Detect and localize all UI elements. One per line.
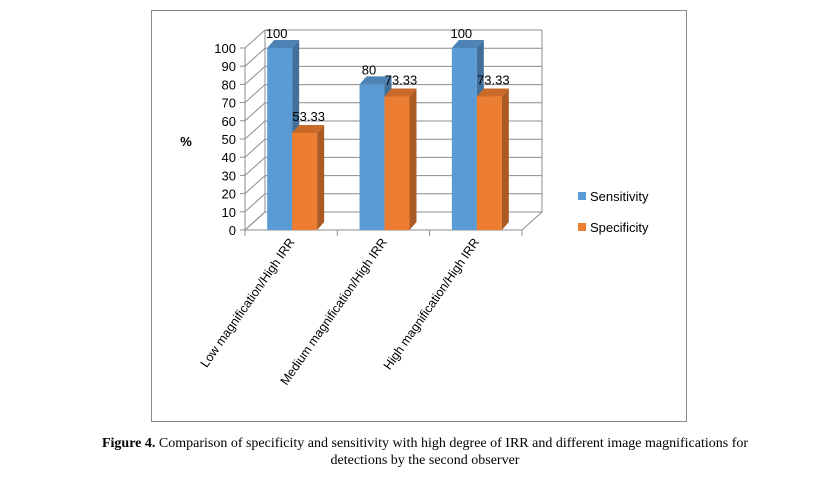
x-tick-label: Medium magnification/High IRR <box>278 236 390 388</box>
gridline-depth <box>244 193 266 213</box>
bar-side <box>501 88 509 230</box>
y-tick-label: 70 <box>222 96 236 111</box>
y-tick-label: 100 <box>214 41 236 56</box>
figure-caption: Figure 4. Comparison of specificity and … <box>100 435 750 469</box>
gridline-depth <box>244 84 266 103</box>
gridline-depth <box>244 66 266 85</box>
bar-front <box>384 96 410 230</box>
caption-text: Comparison of specificity and sensitivit… <box>155 436 749 468</box>
data-label: 73.33 <box>477 73 510 88</box>
bar-front <box>476 96 502 230</box>
x-tick-label: Low magnification/High IRR <box>198 236 298 370</box>
y-axis-label: % <box>180 134 192 149</box>
legend-swatch-specificity <box>578 223 586 231</box>
bar-chart: 0 10 20 30 40 50 60 70 80 90 100 100 80 100 53.33 73.33… <box>180 26 649 388</box>
bar-top <box>451 40 484 48</box>
bar-front <box>267 48 293 230</box>
bar-top <box>292 124 325 133</box>
y-tick-label: 10 <box>222 205 236 220</box>
bar-top <box>359 76 392 85</box>
caption-label: Figure 4. <box>101 436 156 451</box>
y-tick-label: 60 <box>222 114 236 129</box>
gridline-depth <box>244 138 266 158</box>
bar-specificity-1 <box>384 88 417 230</box>
gridline-depth <box>244 120 266 140</box>
data-label: 53.33 <box>292 109 325 124</box>
bar-front <box>359 84 385 231</box>
gridline-depth <box>244 157 266 176</box>
gridline-depth <box>244 102 266 122</box>
data-label: 100 <box>266 26 288 41</box>
bar-front <box>292 132 318 230</box>
bar-specificity-0 <box>292 124 325 230</box>
gridline-depth <box>244 29 266 49</box>
y-tick-label: 30 <box>222 168 236 183</box>
y-tick-label: 20 <box>222 187 236 202</box>
chart-frame <box>151 10 687 422</box>
bar-top <box>476 88 509 97</box>
data-label: 73.33 <box>385 73 418 88</box>
bar-front <box>451 48 477 230</box>
y-tick-label: 80 <box>222 77 236 92</box>
bar-side <box>317 124 325 230</box>
gridline-depth <box>244 47 266 67</box>
y-tick-label: 0 <box>229 223 236 238</box>
bar-top <box>267 40 300 48</box>
data-label: 80 <box>362 62 376 77</box>
y-tick-label: 40 <box>222 150 236 165</box>
gridline-depth <box>244 175 266 194</box>
y-tick-label: 50 <box>222 132 236 147</box>
legend-label-specificity: Specificity <box>590 220 649 235</box>
bar-specificity-2 <box>476 88 509 230</box>
bar-top <box>384 88 417 97</box>
legend-label-sensitivity: Sensitivity <box>590 189 649 204</box>
bar-sensitivity-0 <box>267 40 300 230</box>
x-tick-label: High magnification/High IRR <box>381 236 483 373</box>
legend-swatch-sensitivity <box>578 192 586 200</box>
bar-side <box>409 88 417 230</box>
y-tick-label: 90 <box>222 59 236 74</box>
data-label: 100 <box>450 26 472 41</box>
